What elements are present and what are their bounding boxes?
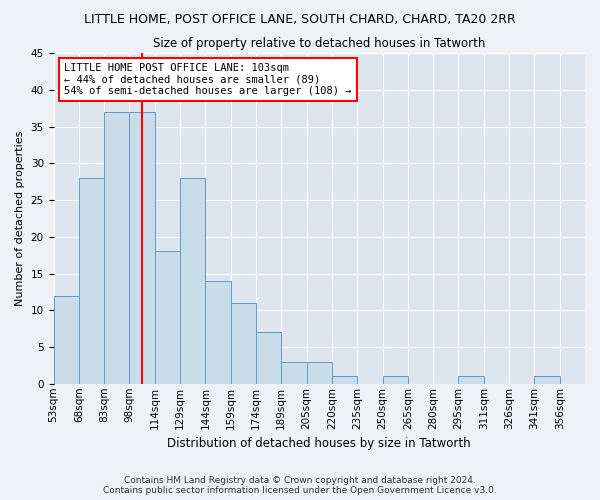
Bar bbox=[130, 112, 155, 384]
Text: Contains HM Land Registry data © Crown copyright and database right 2024.
Contai: Contains HM Land Registry data © Crown c… bbox=[103, 476, 497, 495]
Bar bbox=[104, 112, 130, 384]
Bar bbox=[281, 362, 307, 384]
Text: LITTLE HOME POST OFFICE LANE: 103sqm
← 44% of detached houses are smaller (89)
5: LITTLE HOME POST OFFICE LANE: 103sqm ← 4… bbox=[64, 63, 352, 96]
Title: Size of property relative to detached houses in Tatworth: Size of property relative to detached ho… bbox=[153, 38, 485, 51]
Y-axis label: Number of detached properties: Number of detached properties bbox=[15, 130, 25, 306]
Bar bbox=[535, 376, 560, 384]
Bar bbox=[256, 332, 281, 384]
Bar bbox=[307, 362, 332, 384]
Bar bbox=[332, 376, 357, 384]
Bar bbox=[53, 296, 79, 384]
Text: LITTLE HOME, POST OFFICE LANE, SOUTH CHARD, CHARD, TA20 2RR: LITTLE HOME, POST OFFICE LANE, SOUTH CHA… bbox=[84, 12, 516, 26]
Bar bbox=[180, 178, 205, 384]
Bar bbox=[155, 252, 180, 384]
Bar bbox=[79, 178, 104, 384]
X-axis label: Distribution of detached houses by size in Tatworth: Distribution of detached houses by size … bbox=[167, 437, 471, 450]
Bar bbox=[458, 376, 484, 384]
Bar bbox=[383, 376, 408, 384]
Bar bbox=[205, 281, 230, 384]
Bar bbox=[230, 303, 256, 384]
